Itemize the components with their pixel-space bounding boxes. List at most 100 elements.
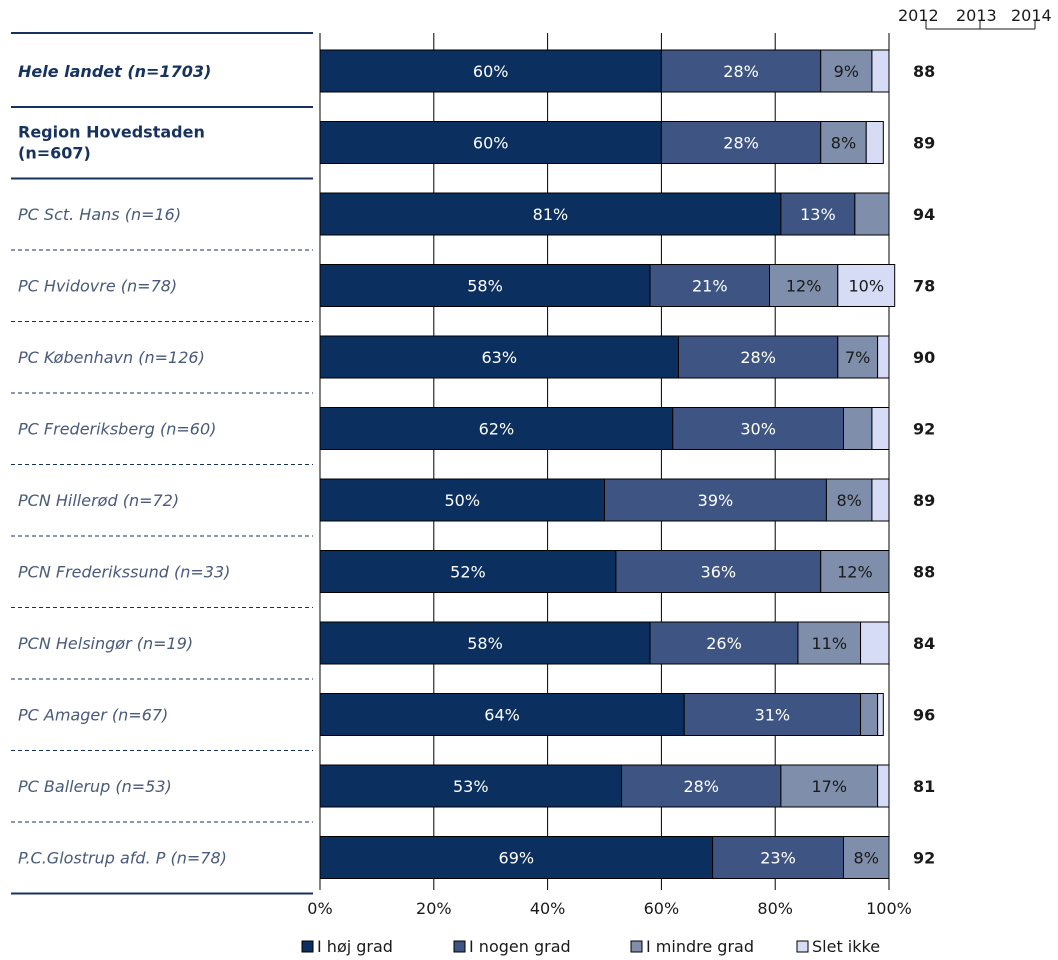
bar-segment	[660, 49, 822, 93]
data-label: 52%	[450, 563, 486, 582]
bar-segment	[319, 121, 662, 164]
category-label: PC Sct. Hans (n=16)	[18, 205, 181, 224]
year-bracket	[925, 21, 1036, 30]
data-label: 28%	[740, 348, 776, 367]
score-value: 94	[913, 205, 935, 224]
bar-segment	[319, 335, 679, 379]
bar-segment	[712, 836, 844, 879]
bar-segment	[319, 264, 651, 307]
category-label: Region Hovedstaden	[18, 123, 205, 142]
bar-segment	[860, 621, 890, 665]
data-label: 50%	[444, 491, 480, 510]
data-label: 60%	[473, 134, 509, 153]
bar-segment	[825, 478, 873, 522]
bar-segment	[319, 192, 782, 236]
score-value: 88	[913, 62, 935, 81]
category-label: (n=607)	[18, 144, 91, 163]
bar-segment	[860, 693, 879, 736]
score-value: 89	[913, 134, 935, 153]
scores-layer: 88 89 94 78 90 92 89 88 84 96 81 92	[913, 62, 935, 868]
bar-segment	[769, 264, 839, 307]
legend-label: I nogen grad	[469, 937, 571, 956]
bar-segment	[865, 121, 884, 164]
data-label: 39%	[698, 491, 734, 510]
bar-segment	[877, 335, 890, 379]
score-value: 92	[913, 849, 935, 868]
data-label: 30%	[740, 420, 776, 439]
category-label: PCN Frederikssund (n=33)	[18, 563, 230, 582]
bar-segment	[854, 192, 890, 236]
bar-segment	[780, 764, 879, 808]
bar-segment	[842, 407, 873, 450]
bar-segment	[871, 478, 890, 522]
category-label: PC Amager (n=67)	[18, 706, 168, 725]
data-label: 28%	[723, 62, 759, 81]
data-label: 9%	[834, 62, 859, 81]
bar-segment	[615, 550, 822, 593]
bar-segment	[871, 49, 890, 93]
legend: I høj grad I nogen grad I mindre grad Slet …	[301, 937, 880, 956]
score-value: 78	[913, 277, 935, 296]
category-label: PC København (n=126)	[18, 348, 205, 367]
data-label: 13%	[800, 205, 836, 224]
data-label: 8%	[854, 849, 879, 868]
bar-segment	[672, 407, 844, 450]
bar-segment	[604, 478, 827, 522]
score-value: 89	[913, 491, 935, 510]
bar-segment	[319, 764, 623, 808]
bar-segment	[797, 621, 862, 665]
data-label: 58%	[467, 277, 503, 296]
x-tick-label: 0%	[307, 899, 332, 918]
data-label: 69%	[499, 849, 535, 868]
x-tick-label: 60%	[644, 899, 680, 918]
data-label: 21%	[692, 277, 728, 296]
x-axis: 0% 20% 40% 60% 80% 100%	[307, 899, 912, 918]
data-label: 12%	[837, 563, 873, 582]
category-label: PC Ballerup (n=53)	[18, 777, 172, 796]
year-2013-label: 2013	[956, 6, 997, 25]
bar-segment	[871, 407, 890, 450]
legend-swatch	[301, 940, 314, 953]
bar-segment	[837, 335, 879, 379]
score-value: 84	[913, 634, 935, 653]
legend-swatch	[453, 940, 466, 953]
score-value: 88	[913, 563, 935, 582]
bar-segment	[660, 121, 822, 164]
data-label: 28%	[723, 134, 759, 153]
category-label: Hele landet (n=1703)	[18, 62, 211, 81]
data-label: 12%	[786, 277, 822, 296]
category-label: P.C.Glostrup afd. P (n=78)	[18, 849, 227, 868]
score-value: 81	[913, 777, 935, 796]
category-labels-layer: Hele landet (n=1703) Region Hovedstaden (n…	[11, 32, 313, 895]
bar-segment	[319, 621, 651, 665]
x-tick-label: 40%	[530, 899, 566, 918]
data-label: 28%	[683, 777, 719, 796]
bar-segment	[677, 335, 839, 379]
legend-swatch	[796, 940, 809, 953]
bars-layer: 60% 28% 9% 60% 28% 8% 81% 13% 58% 21% 12% 10% 63% 28%…	[319, 49, 896, 879]
data-label: 60%	[473, 62, 509, 81]
bar-segment	[319, 49, 662, 93]
data-label: 62%	[479, 420, 515, 439]
score-value: 92	[913, 420, 935, 439]
legend-label: I mindre grad	[646, 937, 754, 956]
bar-segment	[621, 764, 782, 808]
x-tick-label: 20%	[416, 899, 452, 918]
bar-segment	[649, 264, 771, 307]
data-label: 17%	[811, 777, 847, 796]
data-label: 36%	[701, 563, 737, 582]
data-label: 31%	[755, 706, 791, 725]
bar-segment	[842, 836, 890, 879]
data-label: 11%	[811, 634, 847, 653]
bar-segment	[319, 478, 605, 522]
bar-segment	[837, 264, 896, 307]
data-label: 10%	[848, 277, 884, 296]
year-2014-label: 2014	[1011, 6, 1052, 25]
bar-segment	[319, 550, 617, 593]
category-label: PCN Helsingør (n=19)	[18, 634, 193, 653]
data-label: 26%	[706, 634, 742, 653]
bar-segment	[319, 407, 674, 450]
bar-segment	[820, 550, 890, 593]
bar-segment	[319, 693, 685, 736]
